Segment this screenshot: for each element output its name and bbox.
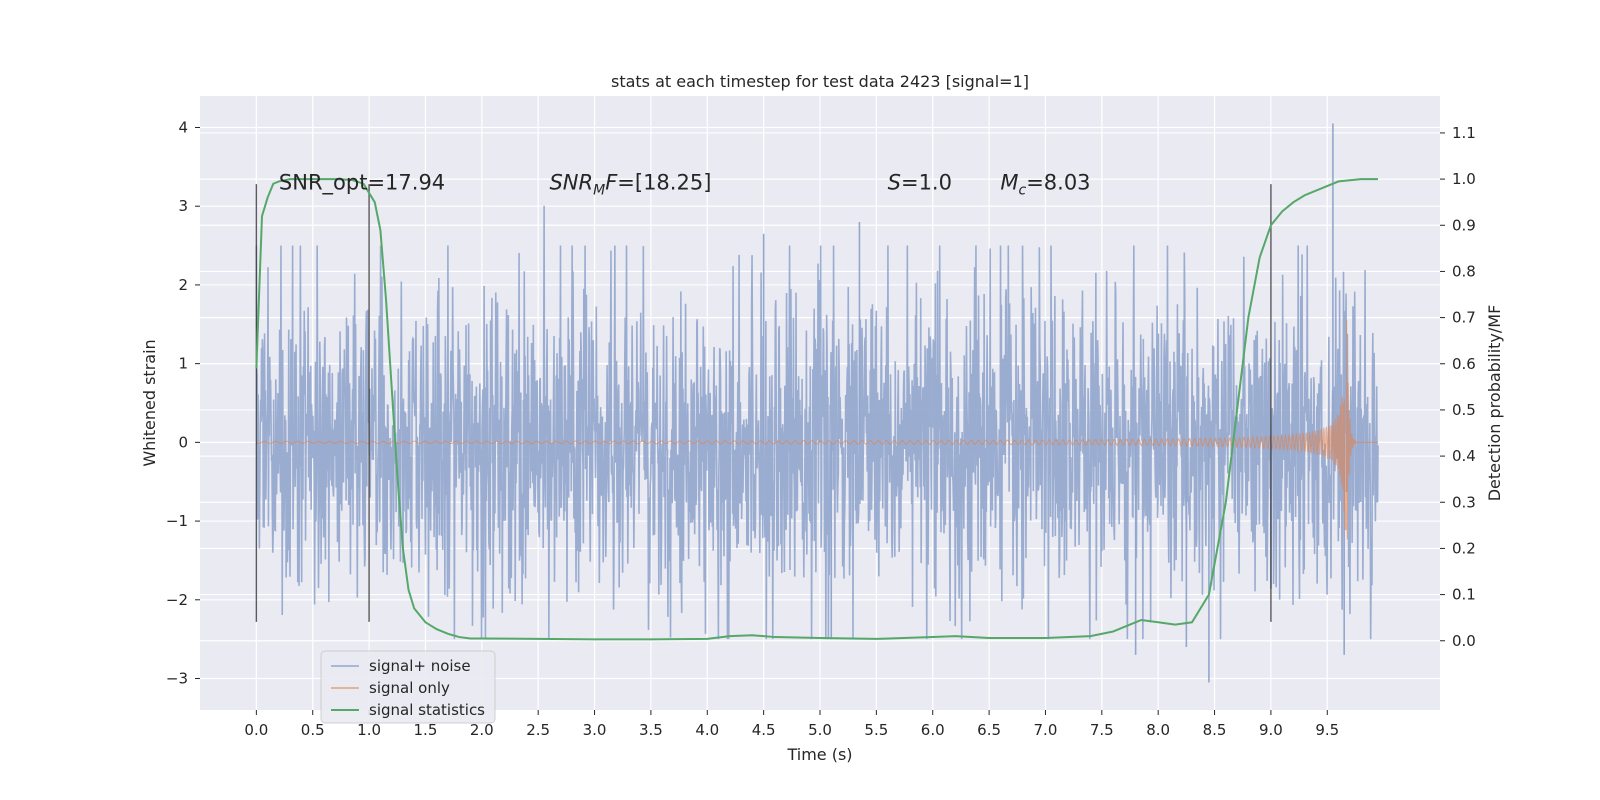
- y2-tick-label: 0.9: [1452, 216, 1476, 234]
- x-tick-label: 8.5: [1203, 721, 1227, 739]
- y-axis-label: Whitened strain: [140, 339, 159, 466]
- x-tick-label: 1.5: [414, 721, 438, 739]
- x-tick-label: 0.0: [244, 721, 268, 739]
- annotation: SNR_opt=17.94: [279, 171, 445, 196]
- annotation: S=1.0: [888, 171, 952, 195]
- y2-tick-label: 0.8: [1452, 262, 1476, 280]
- y2-tick-label: 1.1: [1452, 124, 1476, 142]
- x-tick-label: 9.0: [1259, 721, 1283, 739]
- x-ticks: 0.0 0.5 1.0 1.5 2.0 2.5 3.0 3.5 4.0 4.5 5.0 5.5 6.0 6…: [244, 710, 1339, 739]
- legend: signal+ noise signal only signal statistic…: [320, 650, 496, 724]
- y-tick-label: −2: [166, 591, 188, 609]
- x-tick-label: 2.0: [470, 721, 494, 739]
- x-tick-label: 0.5: [301, 721, 325, 739]
- x-tick-label: 1.0: [357, 721, 381, 739]
- y2-tick-label: 0.1: [1452, 586, 1476, 604]
- x-tick-label: 3.5: [639, 721, 663, 739]
- y-tick-label: 4: [178, 118, 188, 136]
- x-tick-label: 9.5: [1315, 721, 1339, 739]
- y-tick-label: 2: [178, 276, 188, 294]
- series-signal-statistics-line: [255, 178, 1378, 641]
- y-tick-label: 3: [178, 197, 188, 215]
- y2-tick-label: 0.2: [1452, 539, 1476, 557]
- y2-tick-label: 0.5: [1452, 401, 1476, 419]
- x-tick-label: 3.0: [583, 721, 607, 739]
- x-tick-label: 6.0: [921, 721, 945, 739]
- y2-tick-label: 1.0: [1452, 170, 1476, 188]
- x-axis-label: Time (s): [786, 745, 852, 764]
- plot-area: [255, 123, 1379, 683]
- legend-box: [320, 650, 496, 724]
- x-tick-label: 7.0: [1034, 721, 1058, 739]
- x-tick-label: 4.5: [752, 721, 776, 739]
- series-signal-noise-line: [255, 205, 1379, 640]
- y2-ticks: 0.0 0.1 0.2 0.3 0.4 0.5 0.6 0.7 0.8 0.9 1.0 1.1: [1440, 124, 1476, 650]
- x-tick-label: 5.5: [864, 721, 888, 739]
- y-tick-label: 1: [178, 355, 188, 373]
- x-tick-label: 7.5: [1090, 721, 1114, 739]
- chart-title: stats at each timestep for test data 242…: [611, 72, 1029, 91]
- annotation: SNRMF=[18.25]: [549, 171, 711, 199]
- series-signal-noise-spikes: [762, 123, 1345, 683]
- y-ticks: −3 −2 −1 0 1 2 3 4: [166, 118, 200, 688]
- y-tick-label: −3: [166, 670, 188, 688]
- y2-tick-label: 0.4: [1452, 447, 1476, 465]
- x-tick-label: 5.0: [808, 721, 832, 739]
- legend-entry: signal statistics: [369, 701, 485, 719]
- series-signal-only-line: [256, 319, 1378, 540]
- y2-tick-label: 0.0: [1452, 632, 1476, 650]
- legend-entry: signal+ noise: [369, 657, 471, 675]
- y-tick-label: −1: [166, 512, 188, 530]
- x-tick-label: 4.0: [695, 721, 719, 739]
- x-tick-label: 6.5: [977, 721, 1001, 739]
- legend-entry: signal only: [369, 679, 450, 697]
- y2-axis-label: Detection probability/MF: [1485, 305, 1504, 502]
- annotation: Mc=8.03: [1000, 171, 1090, 199]
- annotations: SNR_opt=17.94 SNRMF=[18.25] S=1.0 Mc=8.03: [279, 171, 1091, 199]
- y2-tick-label: 0.7: [1452, 309, 1476, 327]
- y-tick-label: 0: [178, 433, 188, 451]
- y2-tick-label: 0.6: [1452, 355, 1476, 373]
- x-tick-label: 2.5: [526, 721, 550, 739]
- y2-tick-label: 0.3: [1452, 493, 1476, 511]
- x-tick-label: 8.0: [1146, 721, 1170, 739]
